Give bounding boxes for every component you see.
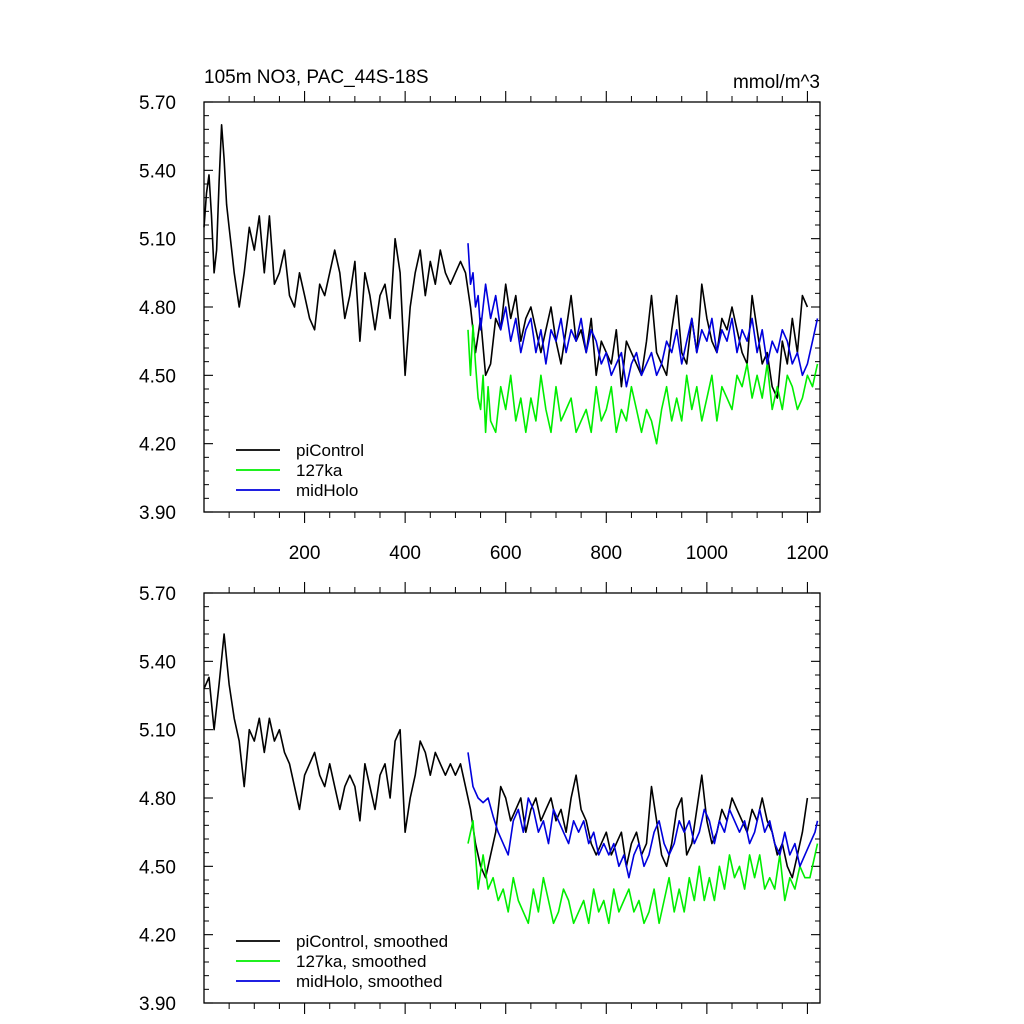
y-tick-label: 5.70 <box>139 93 176 114</box>
y-tick-label: 4.50 <box>139 366 176 387</box>
series-line-127ka-smoothed <box>467 819 819 925</box>
legend-label: midHolo, smoothed <box>296 972 442 991</box>
x-tick-label: 800 <box>590 543 622 564</box>
legend-label: 127ka, smoothed <box>296 952 426 971</box>
panel-bottom: 3.90 4.20 4.50 4.80 5.10 5.40 5.70 piControl, … <box>139 582 821 1015</box>
x-tick-label: 400 <box>389 543 421 564</box>
y-tick-label: 5.70 <box>139 584 176 605</box>
panel-top: 105m NO3, PAC_44S-18S mmol/m^3 3.90 4.20 4… <box>139 67 829 564</box>
y-tick-label: 4.20 <box>139 435 176 456</box>
y-tick-label: 3.90 <box>139 994 176 1015</box>
y-tick-label: 4.80 <box>139 789 176 810</box>
x-tick-label: 200 <box>289 543 321 564</box>
y-tick-label: 5.40 <box>139 652 176 673</box>
x-tick-label: 1000 <box>686 543 728 564</box>
y-tick-label: 4.80 <box>139 298 176 319</box>
y-tick-label: 4.20 <box>139 926 176 947</box>
legend-label: piControl, smoothed <box>296 932 448 951</box>
series-line-127ka <box>467 324 819 445</box>
x-tick-label: 600 <box>490 543 522 564</box>
y-axis-left: 3.90 4.20 4.50 4.80 5.10 5.40 5.70 <box>139 93 820 524</box>
plot-frame <box>203 101 821 513</box>
x-axis <box>228 582 808 1014</box>
legend-label: piControl <box>296 441 364 460</box>
series-line-picontrol <box>203 124 809 399</box>
x-axis: 200 400 600 800 1000 1200 <box>228 91 829 564</box>
series-line-midholo <box>467 243 819 388</box>
y-tick-label: 5.40 <box>139 161 176 182</box>
y-tick-label: 5.10 <box>139 230 176 251</box>
series-line-picontrol-smoothed <box>203 633 809 879</box>
plot-lines <box>203 124 819 445</box>
y-tick-label: 5.10 <box>139 721 176 742</box>
y-axis-left: 3.90 4.20 4.50 4.80 5.10 5.40 5.70 <box>139 584 820 1015</box>
legend-label: midHolo <box>296 481 358 500</box>
panel-title: 105m NO3, PAC_44S-18S <box>204 67 429 88</box>
legend-label: 127ka <box>296 461 343 480</box>
series-line-midholo-smoothed <box>467 752 819 879</box>
y-tick-label: 3.90 <box>139 503 176 524</box>
units-label: mmol/m^3 <box>733 72 820 93</box>
x-tick-label: 1200 <box>786 543 828 564</box>
y-tick-label: 4.50 <box>139 857 176 878</box>
plot-frame <box>203 592 821 1004</box>
plot-lines <box>203 633 819 925</box>
